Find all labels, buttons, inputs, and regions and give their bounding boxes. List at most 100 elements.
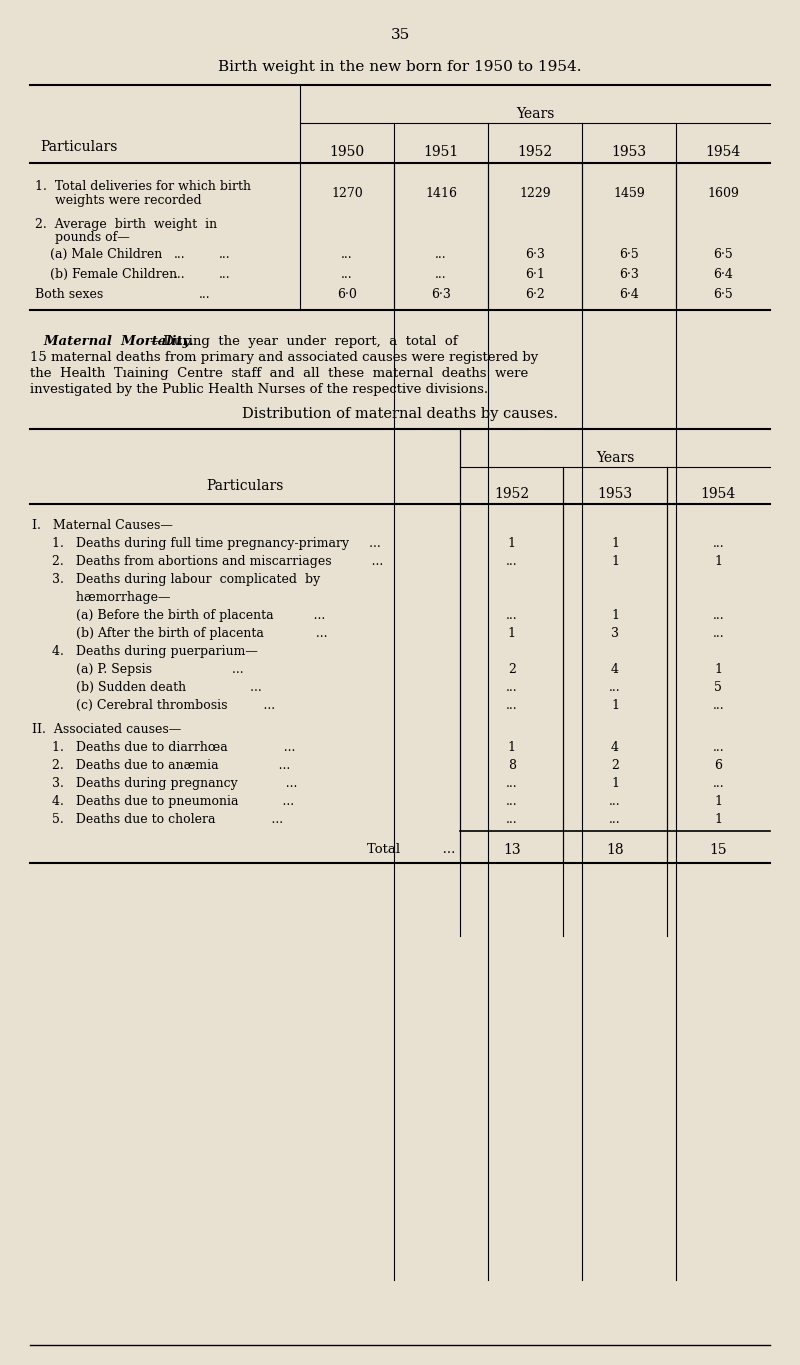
Text: 3.   Deaths during pregnancy            ...: 3. Deaths during pregnancy ... — [32, 777, 298, 790]
Text: 1: 1 — [611, 609, 619, 622]
Text: 6·4: 6·4 — [619, 288, 639, 302]
Text: ...: ... — [713, 741, 724, 753]
Text: 18: 18 — [606, 844, 624, 857]
Text: (a) Before the birth of placenta          ...: (a) Before the birth of placenta ... — [32, 609, 326, 622]
Text: ...: ... — [506, 699, 518, 713]
Text: (c) Cerebral thrombosis         ...: (c) Cerebral thrombosis ... — [32, 699, 275, 713]
Text: 4.   Deaths due to pneumonia           ...: 4. Deaths due to pneumonia ... — [32, 794, 294, 808]
Text: 1951: 1951 — [423, 145, 458, 158]
Text: (a) P. Sepsis                    ...: (a) P. Sepsis ... — [32, 663, 244, 676]
Text: Years: Years — [596, 450, 634, 465]
Text: 1.   Deaths during full time pregnancy-primary     ...: 1. Deaths during full time pregnancy-pri… — [32, 536, 381, 550]
Text: —During  the  year  under  report,  a  total  of: —During the year under report, a total o… — [150, 334, 458, 348]
Text: 1: 1 — [714, 794, 722, 808]
Text: 1: 1 — [508, 627, 516, 640]
Text: hæmorrhage—: hæmorrhage— — [32, 591, 170, 603]
Text: ...: ... — [435, 268, 447, 281]
Text: Maternal  Mortality.: Maternal Mortality. — [30, 334, 194, 348]
Text: 15: 15 — [710, 844, 727, 857]
Text: (b) Sudden death                ...: (b) Sudden death ... — [32, 681, 262, 693]
Text: 15 maternal deaths from primary and associated causes were registered by: 15 maternal deaths from primary and asso… — [30, 351, 538, 364]
Text: 1: 1 — [714, 663, 722, 676]
Text: 1954: 1954 — [701, 487, 736, 501]
Text: Birth weight in the new born for 1950 to 1954.: Birth weight in the new born for 1950 to… — [218, 60, 582, 74]
Text: ...: ... — [199, 288, 211, 302]
Text: ...: ... — [174, 268, 186, 281]
Text: Particulars: Particulars — [40, 141, 118, 154]
Text: 1459: 1459 — [613, 187, 645, 201]
Text: ...: ... — [219, 248, 231, 261]
Text: 1: 1 — [611, 536, 619, 550]
Text: 1609: 1609 — [707, 187, 739, 201]
Text: 6·5: 6·5 — [713, 248, 733, 261]
Text: ...: ... — [609, 794, 621, 808]
Text: 1950: 1950 — [330, 145, 365, 158]
Text: 1953: 1953 — [611, 145, 646, 158]
Text: ...: ... — [609, 681, 621, 693]
Text: 6·5: 6·5 — [713, 288, 733, 302]
Text: 2.  Average  birth  weight  in: 2. Average birth weight in — [35, 218, 217, 231]
Text: Particulars: Particulars — [206, 479, 284, 493]
Text: 5.   Deaths due to cholera              ...: 5. Deaths due to cholera ... — [32, 814, 283, 826]
Text: 6·3: 6·3 — [525, 248, 545, 261]
Text: 6: 6 — [714, 759, 722, 773]
Text: 13: 13 — [503, 844, 521, 857]
Text: 6·2: 6·2 — [525, 288, 545, 302]
Text: ...: ... — [341, 248, 353, 261]
Text: 5: 5 — [714, 681, 722, 693]
Text: ...: ... — [506, 777, 518, 790]
Text: Distribution of maternal deaths by causes.: Distribution of maternal deaths by cause… — [242, 407, 558, 420]
Text: ...: ... — [341, 268, 353, 281]
Text: 6·3: 6·3 — [431, 288, 451, 302]
Text: Total          ...: Total ... — [366, 844, 455, 856]
Text: ...: ... — [609, 814, 621, 826]
Text: weights were recorded: weights were recorded — [35, 194, 202, 207]
Text: II.  Associated causes—: II. Associated causes— — [32, 723, 182, 736]
Text: 3: 3 — [611, 627, 619, 640]
Text: 1: 1 — [714, 814, 722, 826]
Text: 1.  Total deliveries for which birth: 1. Total deliveries for which birth — [35, 180, 251, 192]
Text: 1: 1 — [611, 777, 619, 790]
Text: 8: 8 — [508, 759, 516, 773]
Text: 4: 4 — [611, 663, 619, 676]
Text: ...: ... — [506, 556, 518, 568]
Text: 6·1: 6·1 — [525, 268, 545, 281]
Text: 2: 2 — [508, 663, 516, 676]
Text: 1: 1 — [508, 536, 516, 550]
Text: 3.   Deaths during labour  complicated  by: 3. Deaths during labour complicated by — [32, 573, 320, 586]
Text: 1952: 1952 — [518, 145, 553, 158]
Text: Years: Years — [516, 106, 554, 121]
Text: ...: ... — [174, 248, 186, 261]
Text: 6·5: 6·5 — [619, 248, 639, 261]
Text: 4: 4 — [611, 741, 619, 753]
Text: (b) Female Children: (b) Female Children — [50, 268, 177, 281]
Text: ...: ... — [219, 268, 231, 281]
Text: 2.   Deaths from abortions and miscarriages          ...: 2. Deaths from abortions and miscarriage… — [32, 556, 383, 568]
Text: ...: ... — [713, 699, 724, 713]
Text: ...: ... — [713, 627, 724, 640]
Text: 1: 1 — [611, 699, 619, 713]
Text: 1: 1 — [611, 556, 619, 568]
Text: 1416: 1416 — [425, 187, 457, 201]
Text: 1954: 1954 — [706, 145, 741, 158]
Text: investigated by the Public Health Nurses of the respective divisions.: investigated by the Public Health Nurses… — [30, 384, 488, 396]
Text: 4.   Deaths during puerparium—: 4. Deaths during puerparium— — [32, 646, 258, 658]
Text: 1: 1 — [714, 556, 722, 568]
Text: 1952: 1952 — [494, 487, 530, 501]
Text: pounds of—: pounds of— — [35, 231, 130, 244]
Text: ...: ... — [506, 609, 518, 622]
Text: ...: ... — [506, 794, 518, 808]
Text: 1953: 1953 — [598, 487, 633, 501]
Text: 2: 2 — [611, 759, 619, 773]
Text: ...: ... — [506, 681, 518, 693]
Text: 1: 1 — [508, 741, 516, 753]
Text: ...: ... — [506, 814, 518, 826]
Text: ...: ... — [713, 536, 724, 550]
Text: I.   Maternal Causes—: I. Maternal Causes— — [32, 519, 173, 532]
Text: 1270: 1270 — [331, 187, 363, 201]
Text: ...: ... — [713, 777, 724, 790]
Text: 6·0: 6·0 — [337, 288, 357, 302]
Text: (b) After the birth of placenta             ...: (b) After the birth of placenta ... — [32, 627, 327, 640]
Text: ...: ... — [713, 609, 724, 622]
Text: ...: ... — [435, 248, 447, 261]
